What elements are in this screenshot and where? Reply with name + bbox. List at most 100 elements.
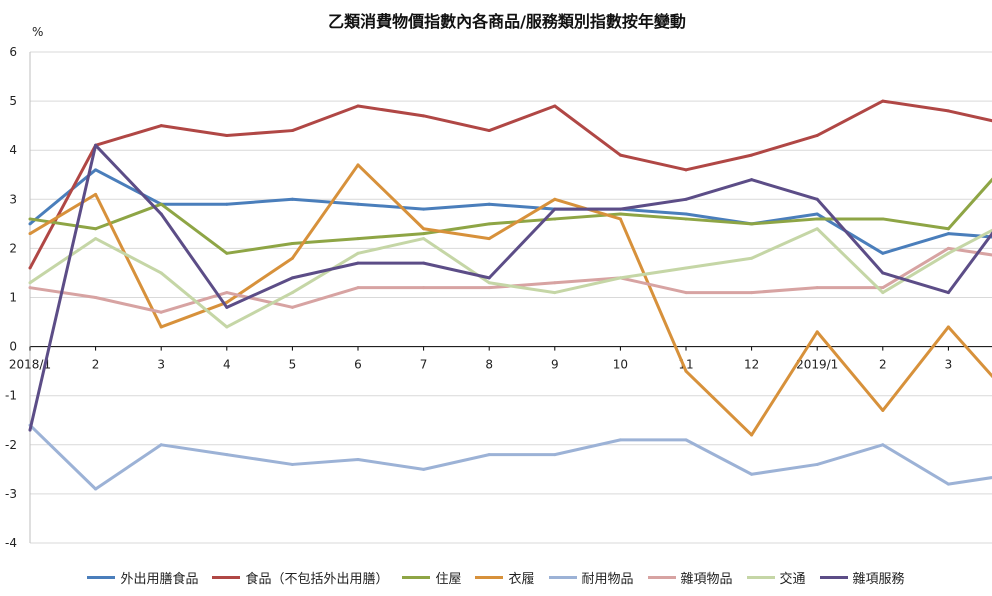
data-point <box>422 207 426 211</box>
y-tick-label: -3 <box>5 487 17 501</box>
data-point <box>750 433 754 437</box>
data-point <box>487 281 491 285</box>
data-point <box>487 237 491 241</box>
data-point <box>815 212 819 216</box>
data-point <box>422 237 426 241</box>
series-line <box>29 177 992 255</box>
legend-item: 住屋 <box>402 568 461 587</box>
data-point <box>487 222 491 226</box>
data-point <box>487 286 491 290</box>
data-point <box>290 276 294 280</box>
legend-item: 雜項物品 <box>647 568 733 587</box>
x-tick-labels: 2018/1 2 3 4 5 6 7 8 9 10 11 12 2019/1 2 3 <box>9 346 952 372</box>
data-point <box>946 325 950 329</box>
data-point <box>684 438 688 442</box>
x-tick-label: 2018/1 <box>9 358 51 372</box>
legend-swatch <box>548 575 577 579</box>
data-point <box>815 330 819 334</box>
legend-swatch <box>647 575 676 579</box>
series-lines <box>28 99 992 491</box>
legend-item: 耐用物品 <box>548 568 634 587</box>
y-axis-label: % <box>32 25 43 39</box>
data-point <box>94 487 98 491</box>
series-4 <box>28 423 992 491</box>
data-point <box>290 291 294 295</box>
series-7 <box>28 143 992 432</box>
data-point <box>28 281 32 285</box>
line-chart: 乙類消費物價指數內各商品/服務類別指數按年變動 % -4-3-2-1012345… <box>5 12 992 550</box>
data-point <box>881 217 885 221</box>
legend-swatch <box>475 575 504 579</box>
x-tick-label: 6 <box>354 358 362 372</box>
data-point <box>356 237 360 241</box>
data-point <box>618 207 622 211</box>
data-point <box>94 237 98 241</box>
data-point <box>618 276 622 280</box>
legend-item: 食品（不包括外出用膳） <box>212 568 388 587</box>
data-point <box>356 286 360 290</box>
data-point <box>750 472 754 476</box>
data-point <box>618 153 622 157</box>
data-point <box>225 305 229 309</box>
x-tick-label: 9 <box>551 358 559 372</box>
data-point <box>684 217 688 221</box>
series-3 <box>28 163 992 437</box>
data-point <box>159 212 163 216</box>
data-point <box>750 178 754 182</box>
series-5 <box>28 246 992 314</box>
data-point <box>750 222 754 226</box>
data-point <box>225 300 229 304</box>
chart-title: 乙類消費物價指數內各商品/服務類別指數按年變動 <box>328 12 686 31</box>
data-point <box>815 227 819 231</box>
series-2 <box>28 177 992 255</box>
data-point <box>290 256 294 260</box>
legend-swatch <box>212 575 241 579</box>
data-point <box>553 207 557 211</box>
data-point <box>225 251 229 255</box>
data-point <box>159 310 163 314</box>
data-point <box>946 246 950 250</box>
data-point <box>225 291 229 295</box>
legend-swatch <box>87 575 116 579</box>
data-point <box>684 266 688 270</box>
data-point <box>553 453 557 457</box>
data-point <box>94 296 98 299</box>
data-point <box>28 222 32 226</box>
y-tick-label: -4 <box>5 536 17 550</box>
data-point <box>356 202 360 206</box>
legend-item: 交通 <box>746 568 806 587</box>
legend-label: 住屋 <box>435 571 462 587</box>
y-tick-label: -1 <box>5 389 17 403</box>
data-point <box>881 443 885 447</box>
data-point <box>815 462 819 466</box>
data-point <box>159 443 163 447</box>
x-tick-label: 4 <box>223 358 231 372</box>
series-line <box>28 424 992 491</box>
data-point <box>422 286 426 290</box>
series-line <box>28 143 992 431</box>
data-point <box>815 133 819 137</box>
data-point <box>356 251 360 255</box>
data-point <box>422 227 426 231</box>
legend-label: 耐用物品 <box>581 571 634 587</box>
x-tick-label: 5 <box>289 358 297 372</box>
data-point <box>225 133 229 137</box>
data-point <box>750 153 754 157</box>
y-tick-label: 6 <box>9 45 17 59</box>
y-tick-label: 2 <box>9 241 17 255</box>
data-point <box>28 428 32 432</box>
data-point <box>487 453 491 457</box>
legend-label: 雜項服務 <box>852 571 905 587</box>
data-point <box>28 286 32 290</box>
data-point <box>946 232 950 236</box>
data-point <box>94 143 98 147</box>
data-point <box>684 369 688 373</box>
data-point <box>290 129 294 133</box>
data-point <box>356 458 360 462</box>
legend: 外出用膳食品 食品（不包括外出用膳） 住屋 衣履 耐用物品 雜項物品 交通 雜項服務 <box>0 565 992 589</box>
y-tick-label: 4 <box>9 143 17 157</box>
data-point <box>881 286 885 290</box>
x-tick-label: 12 <box>744 358 759 372</box>
data-point <box>750 256 754 260</box>
x-tick-label: 2019/1 <box>796 358 838 372</box>
